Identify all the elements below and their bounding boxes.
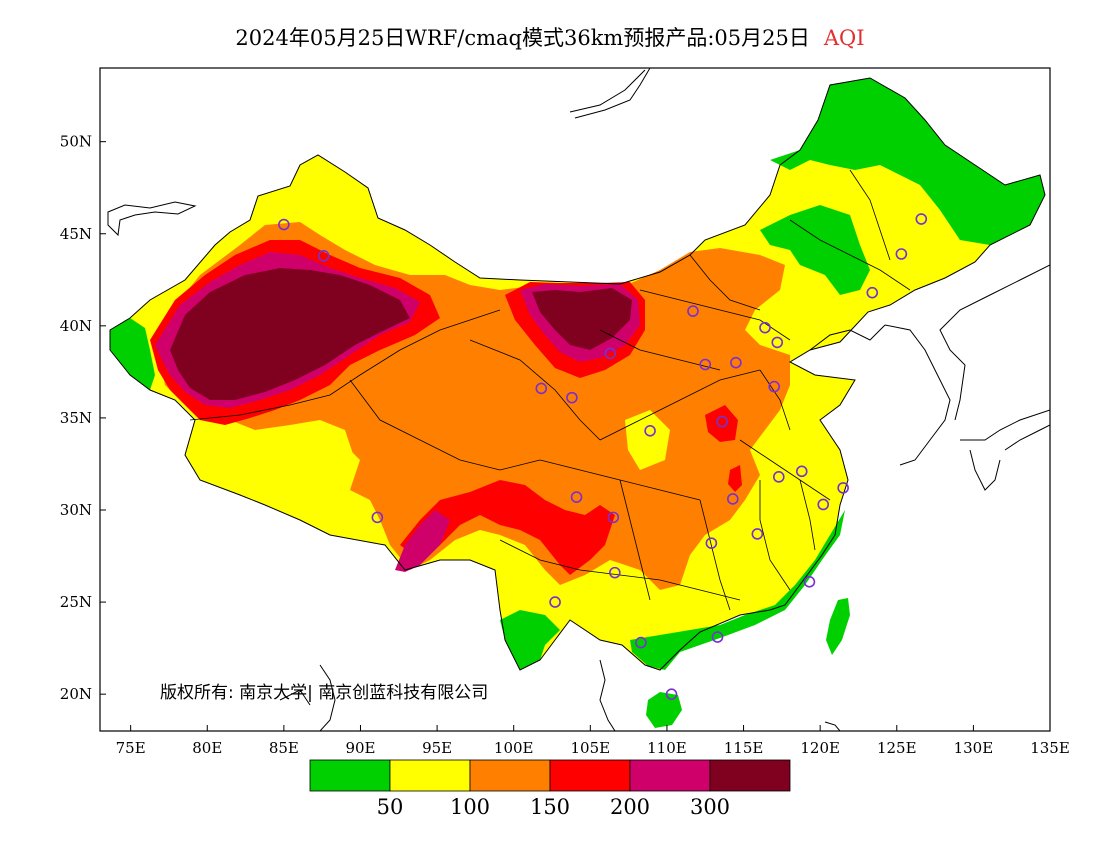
map-frame [99, 67, 1051, 732]
lat-label: 25N [60, 593, 92, 611]
station-marker [771, 336, 784, 349]
station-marker [895, 248, 908, 260]
station-marker [644, 425, 656, 437]
lat-label: 20N [60, 685, 92, 703]
aqi-region-yellow [255, 430, 360, 505]
station-marker [915, 213, 928, 225]
aqi-region-green [500, 610, 560, 670]
station-marker [699, 358, 712, 371]
station-marker [795, 465, 808, 478]
lat-label: 40N [60, 317, 92, 335]
station-marker [371, 511, 384, 524]
aqi-region-green [826, 598, 850, 655]
legend-swatch [549, 759, 631, 792]
station-marker [705, 537, 718, 549]
aqi-region-red [705, 405, 738, 442]
longitude-axis: 75E 80E 85E 90E 95E 100E 105E 110E 115E 120E 125E 1… [116, 725, 1070, 757]
station-marker [866, 286, 879, 299]
legend-label: 200 [610, 795, 650, 819]
latitude-axis: 20N 25N 30N 35N 40N 45N 50N [60, 133, 106, 703]
monitoring-stations [278, 213, 928, 700]
station-marker [635, 636, 647, 649]
lat-label: 30N [60, 501, 92, 519]
station-marker [803, 576, 816, 588]
copyright-text: 版权所有: 南京大学| 南京创蓝科技有限公司 [160, 683, 489, 703]
aqi-region-red [728, 465, 742, 492]
legend-label: 100 [450, 795, 490, 819]
lon-label: 120E [800, 739, 840, 757]
station-marker [570, 491, 583, 503]
legend-swatch [709, 759, 791, 792]
lat-label: 50N [60, 133, 92, 151]
aqi-region-green [630, 510, 845, 670]
station-marker [730, 356, 742, 369]
map-title: 2024年05月25日WRF/cmaq模式36km预报产品:05月25日 AQI [0, 22, 1100, 52]
station-marker [317, 250, 330, 262]
legend-swatch [309, 759, 391, 792]
title-variable: AQI [823, 26, 865, 50]
station-marker [768, 380, 780, 393]
legend-label: 300 [690, 795, 730, 819]
lon-label: 115E [724, 739, 764, 757]
legend-label: 50 [377, 795, 404, 819]
legend-swatch [469, 759, 551, 792]
station-marker [604, 347, 617, 360]
lon-label: 110E [647, 739, 687, 757]
lon-label: 85E [269, 739, 299, 757]
aqi-region-maroon [170, 268, 410, 400]
aqi-region-maroon [532, 288, 632, 350]
station-marker [817, 498, 830, 511]
station-marker [772, 471, 785, 483]
lon-label: 75E [116, 739, 146, 757]
aqi-region-green [770, 78, 1045, 245]
lat-label: 45N [60, 225, 92, 243]
aqi-region-red [400, 480, 615, 575]
lon-label: 125E [877, 739, 917, 757]
station-marker [687, 305, 699, 317]
lon-label: 130E [954, 739, 994, 757]
china-border [109, 77, 1046, 671]
neighbor-coastlines [107, 68, 1050, 731]
station-marker [609, 566, 621, 579]
lon-label: 95E [422, 739, 452, 757]
lon-label: 105E [571, 739, 611, 757]
aqi-region-green [646, 692, 682, 728]
station-marker [759, 321, 771, 334]
station-marker [711, 631, 724, 643]
station-marker [727, 493, 739, 505]
aqi-region-yellow [590, 565, 660, 620]
lon-label: 80E [192, 739, 222, 757]
province-borders [189, 169, 911, 611]
aqi-region-green [760, 205, 870, 295]
legend-label: 150 [530, 795, 570, 819]
lat-label: 35N [60, 409, 92, 427]
aqi-region-yellow [625, 410, 670, 470]
aqi-region-green [110, 318, 155, 390]
station-marker [751, 528, 764, 540]
station-marker [549, 596, 561, 608]
station-marker [607, 511, 620, 524]
lon-label: 90E [345, 739, 375, 757]
color-legend: 50 100 150 200 300 [309, 759, 791, 819]
station-marker [716, 415, 728, 428]
station-marker [278, 218, 290, 231]
lon-label: 135E [1030, 739, 1070, 757]
legend-swatch [629, 759, 711, 792]
station-marker [535, 382, 548, 395]
station-marker [665, 688, 678, 700]
station-marker [837, 482, 849, 494]
title-main: 2024年05月25日WRF/cmaq模式36km预报产品:05月25日 [235, 26, 810, 50]
aqi-region-purple [395, 510, 450, 572]
station-marker [566, 391, 578, 404]
legend-swatch [389, 759, 471, 792]
lon-label: 100E [494, 739, 534, 757]
